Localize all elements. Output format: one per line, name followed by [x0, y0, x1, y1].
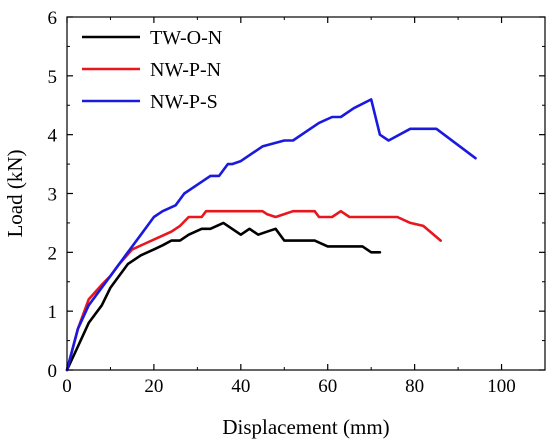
y-tick-label: 2 — [48, 243, 58, 264]
legend: TW-O-N NW-P-N NW-P-S — [82, 27, 222, 113]
legend-label-3: NW-P-S — [150, 91, 218, 113]
x-tick-label: 80 — [405, 376, 424, 397]
x-tick-label: 20 — [144, 376, 163, 397]
legend-label-1: TW-O-N — [150, 27, 222, 49]
plot-area: 0 20 40 60 80 100 0 1 2 3 4 5 6 TW-O-N NW-P-N NW-P-S — [48, 8, 546, 397]
series-line-3 — [65, 98, 477, 372]
axes-layer: 0 20 40 60 80 100 0 1 2 3 4 5 6 — [48, 8, 546, 397]
x-tick-label: 100 — [487, 376, 516, 397]
y-tick-label: 0 — [48, 361, 58, 382]
x-tick-label: 60 — [318, 376, 337, 397]
series-line-1 — [65, 221, 382, 372]
y-tick-label: 4 — [48, 126, 58, 147]
y-tick-label: 1 — [48, 302, 58, 323]
legend-label-2: NW-P-N — [150, 59, 221, 81]
series-line-2 — [65, 209, 443, 372]
y-tick-label: 6 — [48, 8, 58, 29]
y-tick-label: 3 — [48, 185, 58, 206]
x-tick-label: 0 — [62, 376, 72, 397]
y-axis-title: Load (kN) — [3, 149, 27, 237]
series-layer — [65, 98, 477, 372]
x-tick-label: 40 — [231, 376, 250, 397]
x-axis-title: Displacement (mm) — [222, 415, 389, 439]
y-tick-label: 5 — [48, 67, 58, 88]
